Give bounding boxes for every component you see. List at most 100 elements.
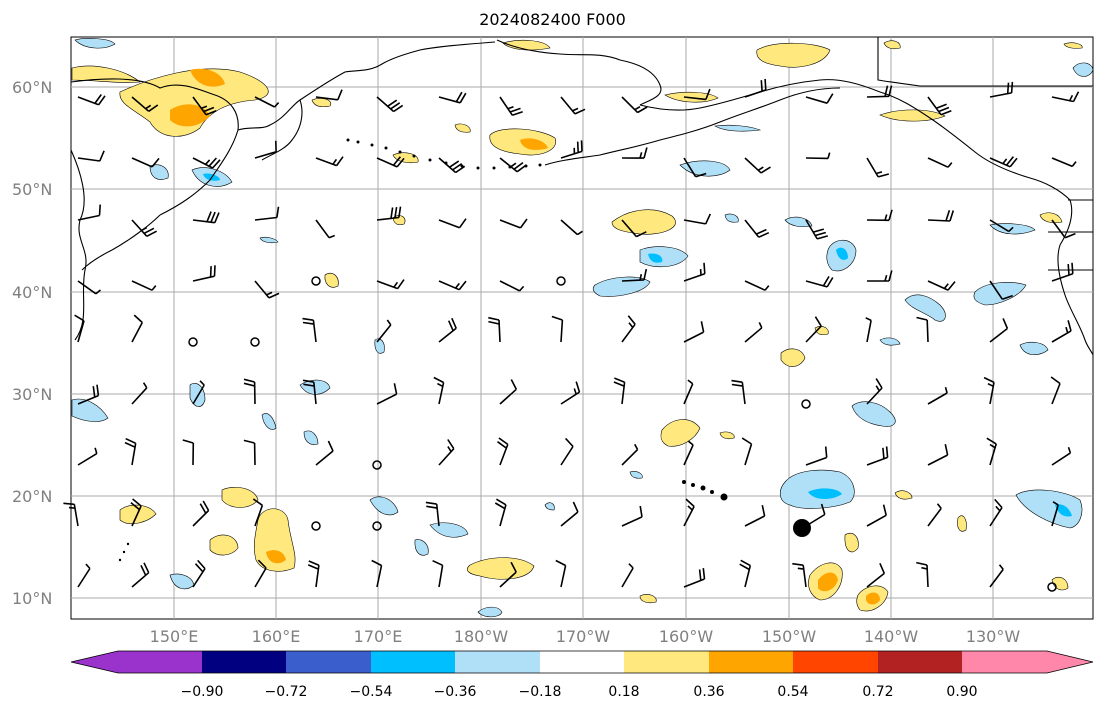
wind-barb — [1051, 219, 1076, 239]
colorbar-segment — [962, 651, 1047, 673]
wind-barb — [131, 280, 157, 291]
wind-barb — [433, 376, 445, 405]
colorbar-tick: 0.36 — [693, 684, 724, 700]
colorbar-segment — [455, 651, 540, 673]
wind-barb — [983, 376, 995, 405]
wind-barb — [555, 559, 567, 588]
wind-barb — [989, 219, 1014, 233]
wind-barb — [866, 504, 887, 527]
wind-barb — [131, 382, 148, 405]
wind-barb — [927, 96, 952, 116]
colorbar-segment — [371, 651, 455, 673]
wind-barb — [683, 88, 711, 101]
lon-label-160e: 160°E — [252, 627, 301, 646]
wind-barb — [731, 379, 746, 405]
wind-barb — [805, 275, 834, 288]
lat-label-50n: 50°N — [12, 180, 52, 199]
wind-barb — [77, 447, 98, 466]
lon-label-160w: 160°W — [659, 627, 714, 646]
wind-barb — [182, 439, 195, 466]
colorbar-tick: 0.72 — [862, 684, 893, 700]
wind-barb — [792, 562, 807, 588]
lon-label-150w: 150°W — [762, 627, 817, 646]
wind-barb — [438, 280, 467, 291]
wind-barb — [499, 280, 525, 292]
wind-barb — [927, 386, 948, 405]
wind-barb — [499, 561, 517, 588]
wind-barb — [192, 157, 221, 169]
colorbar-tick: −0.36 — [434, 684, 477, 700]
colorbar-tick-labels: −0.90 −0.72 −0.54 −0.36 −0.18 0.18 0.36 … — [181, 684, 978, 700]
wind-barb — [1051, 501, 1059, 527]
wind-barb — [131, 96, 159, 112]
wind-barb — [916, 561, 929, 588]
wind-barb — [866, 157, 890, 178]
colorbar-extend-low — [71, 651, 118, 673]
wind-barb — [77, 563, 91, 588]
wind-barb — [254, 559, 267, 588]
wind-barb — [124, 437, 137, 466]
colorbar-segment — [709, 651, 793, 673]
wind-barb — [621, 315, 636, 343]
wind-barb — [1051, 320, 1072, 343]
wind-barb — [376, 383, 398, 405]
wind-barb — [1051, 91, 1080, 103]
colorbar — [70, 650, 1094, 674]
wind-barb — [560, 501, 579, 527]
wind-barb — [302, 379, 317, 405]
wind-barb — [192, 380, 205, 405]
wind-barb — [315, 89, 343, 101]
wind-barb — [683, 440, 694, 466]
wind-barb — [77, 94, 106, 106]
wind-barb — [438, 218, 467, 229]
wind-barb — [744, 505, 766, 527]
colorbar-tick: 0.90 — [946, 684, 977, 700]
latitude-labels: 60°N 50°N 40°N 30°N 20°N 10°N — [12, 78, 52, 608]
colorbar-tick: −0.72 — [265, 684, 308, 700]
wind-barb — [621, 563, 634, 588]
wind-barb — [805, 152, 831, 160]
colorbar-segment — [118, 651, 202, 673]
wind-barb — [499, 96, 523, 116]
wind-barb — [494, 498, 507, 527]
wind-barb — [432, 559, 444, 588]
wind-barb — [560, 219, 583, 236]
wind-barb — [805, 219, 829, 240]
colorbar-segment — [540, 651, 624, 673]
wind-barb — [683, 262, 706, 282]
wind-barb — [560, 437, 574, 466]
map-title: 2024082400 F000 — [479, 10, 626, 29]
wind-barb — [1051, 446, 1072, 466]
wind-barb — [499, 157, 527, 173]
wind-barb — [989, 564, 1004, 588]
wind-barb — [621, 96, 648, 114]
wind-barb — [438, 317, 457, 343]
wind-barb — [1050, 376, 1061, 405]
colorbar-segment — [624, 651, 709, 673]
wind-barb — [376, 156, 405, 168]
hawaiian-islands — [682, 480, 728, 501]
colorbar-tick: −0.54 — [350, 684, 393, 700]
wind-barb — [805, 93, 834, 104]
colorbar-tick: 0.54 — [777, 684, 808, 700]
wind-barb — [1051, 157, 1077, 168]
wind-barb — [302, 317, 317, 343]
wind-barb — [499, 379, 518, 405]
lon-label-140w: 140°W — [864, 627, 919, 646]
wind-barb — [499, 218, 528, 229]
wind-barb — [131, 219, 157, 238]
wind-barb — [438, 91, 467, 104]
wind-barb — [560, 381, 581, 405]
wind-barb — [425, 501, 440, 527]
wind-barb — [438, 439, 455, 466]
colorbar-outline — [70, 650, 1094, 674]
lat-label-30n: 30°N — [12, 385, 52, 404]
wind-barb — [866, 85, 893, 98]
wind-barb — [192, 559, 206, 588]
wind-barb — [621, 268, 648, 282]
wind-barb — [243, 439, 256, 466]
wind-barb — [683, 379, 694, 405]
wind-barb — [927, 280, 956, 291]
lat-label-10n: 10°N — [12, 589, 52, 608]
lon-label-150e: 150°E — [150, 627, 199, 646]
